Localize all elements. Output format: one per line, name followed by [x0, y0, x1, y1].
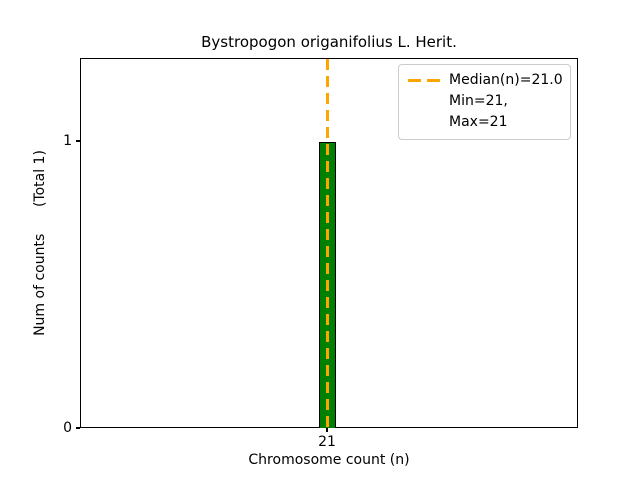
orange-dashed-line-icon [408, 79, 440, 82]
legend-label-median: Median(n)=21.0 [449, 72, 563, 88]
legend: Median(n)=21.0 Min=21, Max=21 [398, 64, 571, 140]
median-dashed-line [326, 59, 329, 428]
y-tick-mark-0 [76, 427, 80, 429]
legend-entry-minmax: Min=21, Max=21 [408, 91, 561, 133]
y-tick-label-1: 1 [63, 133, 72, 149]
y-tick-label-0: 0 [63, 420, 72, 436]
y-axis-label-text: Num of counts (Total 1) [32, 150, 48, 336]
x-tick-label-21: 21 [318, 434, 336, 450]
legend-spacer [408, 111, 440, 114]
legend-label-minmax: Min=21, Max=21 [449, 93, 508, 130]
legend-entry-median: Median(n)=21.0 [408, 70, 563, 91]
chart-title: Bystropogon origanifolius L. Herit. [201, 33, 457, 51]
x-tick-mark-21 [326, 428, 328, 432]
x-axis-label: Chromosome count (n) [248, 452, 410, 468]
y-tick-mark-1 [76, 140, 80, 142]
plot-area: Median(n)=21.0 Min=21, Max=21 [80, 58, 578, 428]
